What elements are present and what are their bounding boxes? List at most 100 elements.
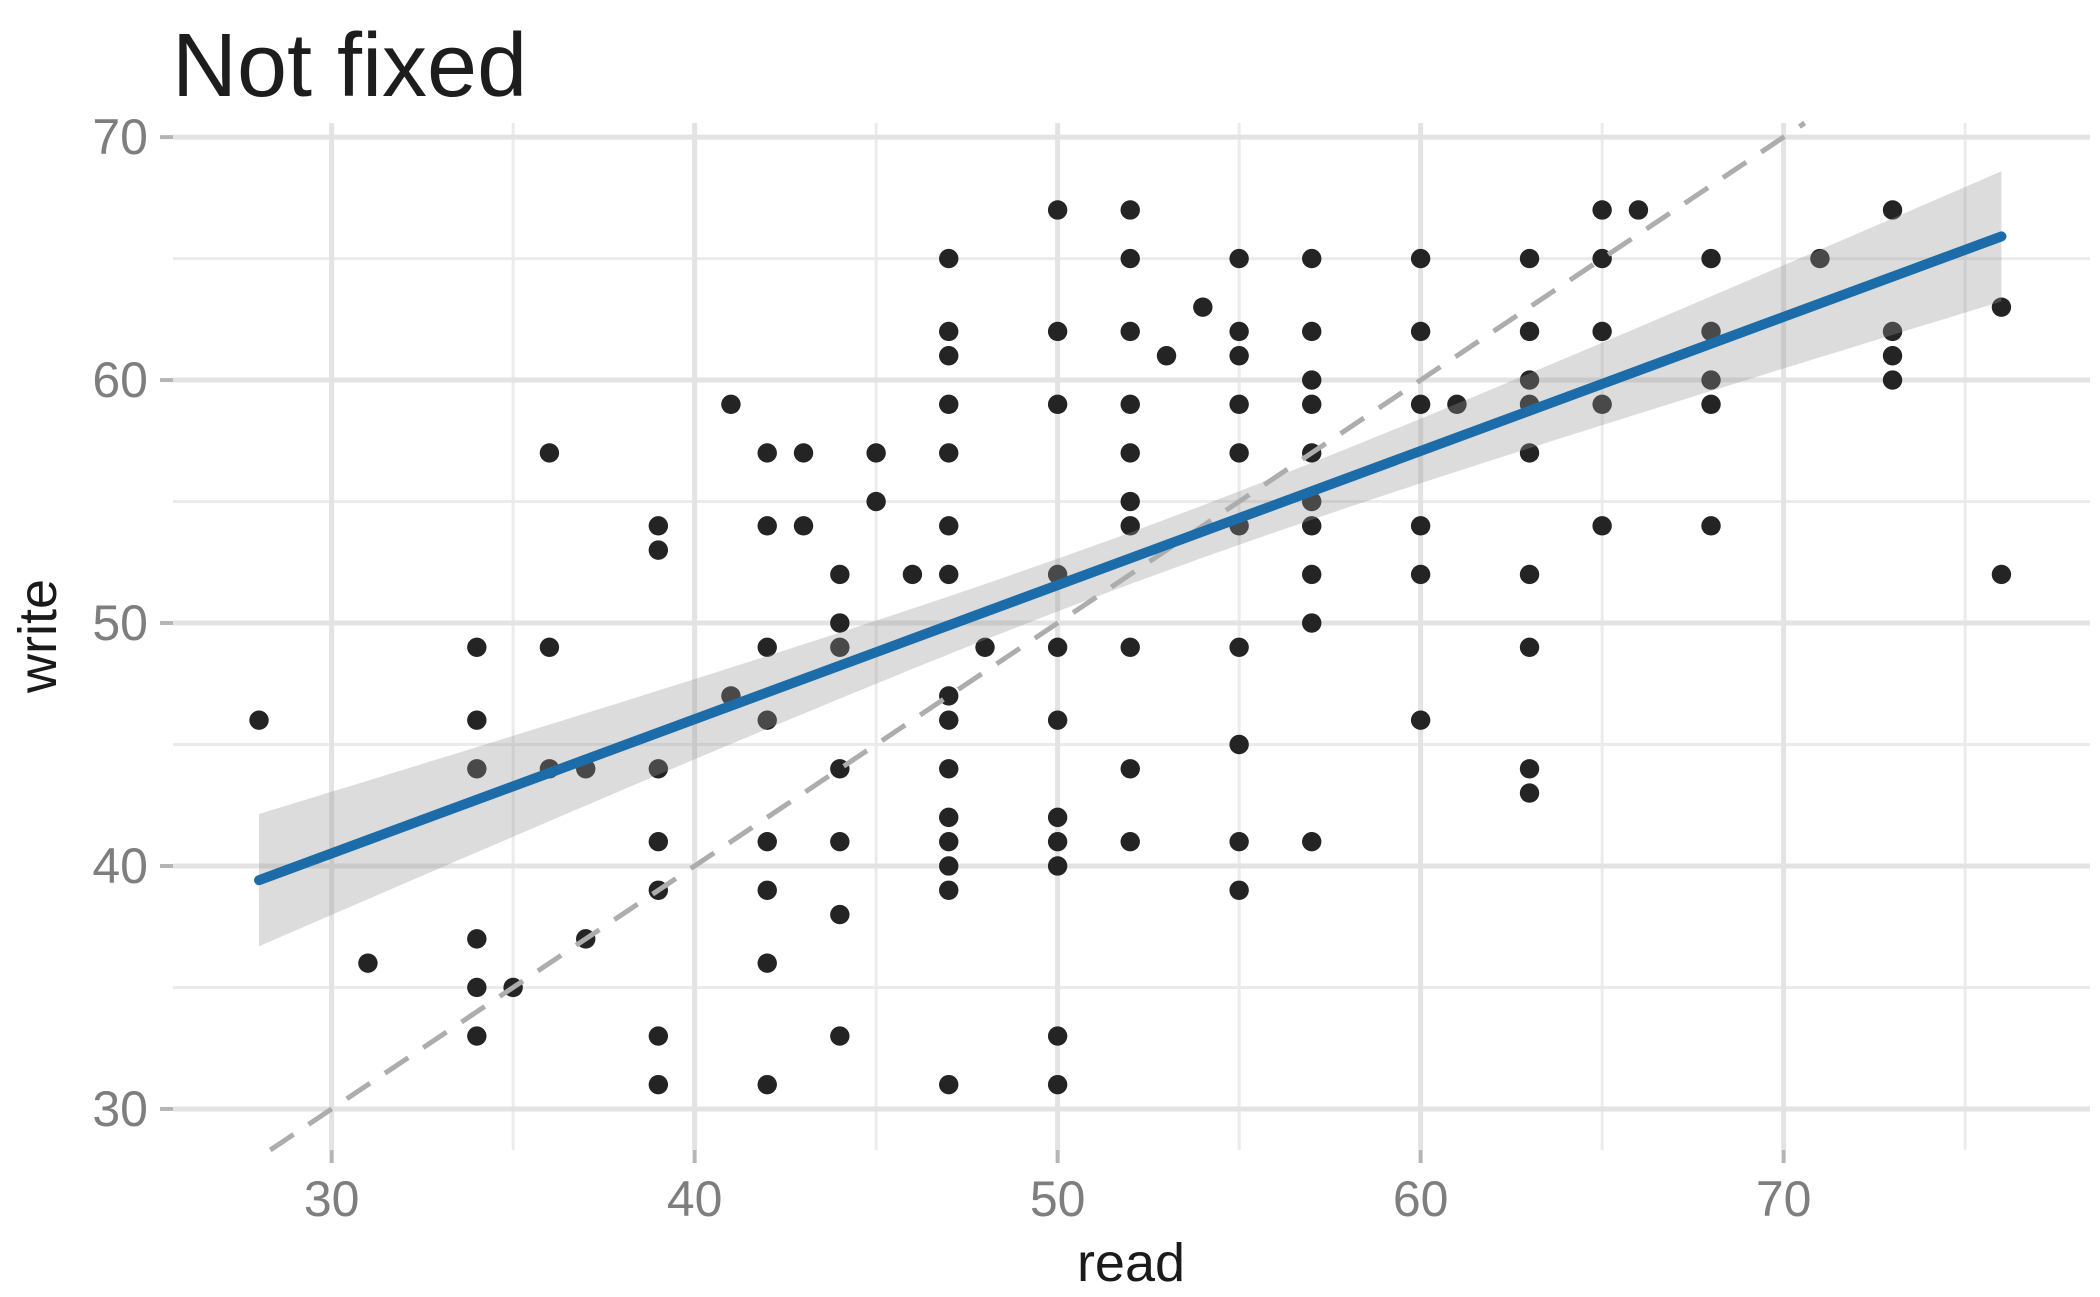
- data-point: [721, 394, 741, 415]
- data-point: [830, 564, 850, 585]
- data-point: [1047, 710, 1068, 730]
- data-point: [1047, 831, 1068, 852]
- gridlines-major: [173, 123, 2090, 1150]
- data-point: [648, 516, 669, 536]
- data-point: [939, 831, 959, 852]
- data-point: [1519, 783, 1540, 803]
- data-point: [467, 977, 487, 998]
- y-axis-title: write: [8, 579, 68, 694]
- data-point: [830, 613, 850, 633]
- data-point: [1120, 248, 1140, 269]
- x-tick-label: 50: [1030, 1171, 1086, 1227]
- data-point: [1229, 346, 1249, 366]
- data-point: [830, 1026, 850, 1046]
- data-point: [1519, 370, 1540, 390]
- data-point: [1302, 370, 1322, 390]
- x-tick-label: 60: [1393, 1171, 1449, 1227]
- data-point: [467, 710, 487, 730]
- data-point: [757, 710, 777, 730]
- data-point: [1701, 516, 1721, 536]
- data-point: [939, 1074, 959, 1095]
- data-point: [1882, 200, 1903, 220]
- data-point: [1592, 200, 1612, 220]
- data-point: [866, 443, 886, 463]
- data-point: [1701, 394, 1721, 415]
- data-point: [539, 443, 560, 463]
- y-tick-label: 40: [92, 838, 148, 894]
- data-point: [1047, 1074, 1068, 1095]
- data-point: [939, 394, 959, 415]
- data-point: [1120, 759, 1140, 779]
- data-point: [1882, 321, 1903, 342]
- data-point: [757, 516, 777, 536]
- x-axis-title: read: [1077, 1233, 1185, 1293]
- data-point: [648, 831, 669, 852]
- data-point: [1193, 297, 1213, 317]
- data-point: [1229, 637, 1249, 658]
- data-point: [1592, 394, 1612, 415]
- data-point: [939, 759, 959, 779]
- data-point: [1229, 321, 1249, 342]
- data-point: [1410, 516, 1431, 536]
- data-point: [830, 831, 850, 852]
- y-tick-label: 60: [92, 352, 148, 408]
- data-point: [757, 880, 777, 900]
- data-point: [939, 807, 959, 828]
- data-point: [1410, 710, 1431, 730]
- data-point: [1519, 564, 1540, 585]
- data-point: [1701, 370, 1721, 390]
- data-point: [1047, 1026, 1068, 1046]
- data-point: [1120, 443, 1140, 463]
- data-point: [1120, 831, 1140, 852]
- y-tick-label: 30: [92, 1081, 148, 1137]
- identity-line: [268, 120, 1807, 1153]
- data-point: [1447, 394, 1467, 415]
- data-point: [1302, 831, 1322, 852]
- data-point: [1701, 321, 1721, 342]
- data-point: [1810, 248, 1830, 269]
- data-point: [1120, 516, 1140, 536]
- gridlines-minor: [173, 123, 2090, 1150]
- y-tick-label: 50: [92, 595, 148, 651]
- data-point: [648, 1074, 669, 1095]
- data-point: [1302, 516, 1322, 536]
- data-point: [1628, 200, 1649, 220]
- data-point: [648, 759, 669, 779]
- data-point: [939, 564, 959, 585]
- data-point: [1047, 637, 1068, 658]
- data-point: [1519, 443, 1540, 463]
- data-point: [1592, 321, 1612, 342]
- data-point: [757, 1074, 777, 1095]
- data-point: [1120, 637, 1140, 658]
- x-tick-label: 30: [304, 1171, 360, 1227]
- data-point: [1120, 491, 1140, 512]
- data-point: [1302, 248, 1322, 269]
- data-point: [1047, 321, 1068, 342]
- axis-tick-labels: 30 40 50 60 70 30 40 50 60 70: [92, 109, 1811, 1227]
- data-point: [1156, 346, 1177, 366]
- data-point: [467, 759, 487, 779]
- x-tick-label: 70: [1756, 1171, 1812, 1227]
- data-point: [648, 1026, 669, 1046]
- data-point: [1519, 759, 1540, 779]
- data-point: [830, 637, 850, 658]
- data-point: [1302, 321, 1322, 342]
- x-tick-label: 40: [667, 1171, 723, 1227]
- y-tick-label: 70: [92, 109, 148, 165]
- axis-tick-marks: [160, 135, 1786, 1163]
- data-point: [1229, 443, 1249, 463]
- data-point: [939, 321, 959, 342]
- data-point: [1120, 394, 1140, 415]
- identity-dashed-line: [268, 120, 1807, 1153]
- data-point: [1302, 394, 1322, 415]
- data-point: [793, 516, 814, 536]
- plot-title: Not fixed: [172, 16, 527, 116]
- data-point: [1519, 321, 1540, 342]
- data-point: [939, 346, 959, 366]
- data-point: [1519, 248, 1540, 269]
- data-point: [1047, 200, 1068, 220]
- data-point: [467, 929, 487, 949]
- data-point: [1302, 613, 1322, 633]
- data-point: [1229, 394, 1249, 415]
